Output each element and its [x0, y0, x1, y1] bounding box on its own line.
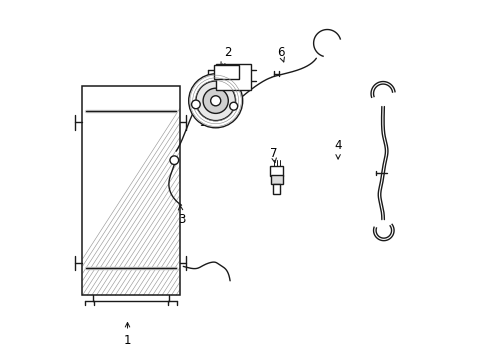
Text: 1: 1: [123, 323, 131, 347]
Text: 2: 2: [221, 46, 232, 67]
Bar: [273, 184, 280, 194]
Text: 5: 5: [199, 114, 211, 129]
Bar: [270, 166, 283, 176]
Circle shape: [191, 100, 200, 109]
Bar: [82, 86, 179, 295]
Text: 4: 4: [334, 139, 341, 159]
Circle shape: [210, 96, 220, 106]
Bar: [215, 64, 250, 90]
Text: 7: 7: [269, 147, 277, 163]
Circle shape: [203, 88, 228, 113]
Circle shape: [188, 74, 242, 128]
Circle shape: [170, 156, 178, 165]
Text: 3: 3: [178, 206, 185, 226]
Bar: [270, 175, 282, 184]
Text: 6: 6: [276, 46, 284, 62]
Bar: [213, 65, 238, 79]
Bar: [82, 86, 179, 295]
Circle shape: [229, 102, 237, 110]
Circle shape: [196, 81, 235, 121]
